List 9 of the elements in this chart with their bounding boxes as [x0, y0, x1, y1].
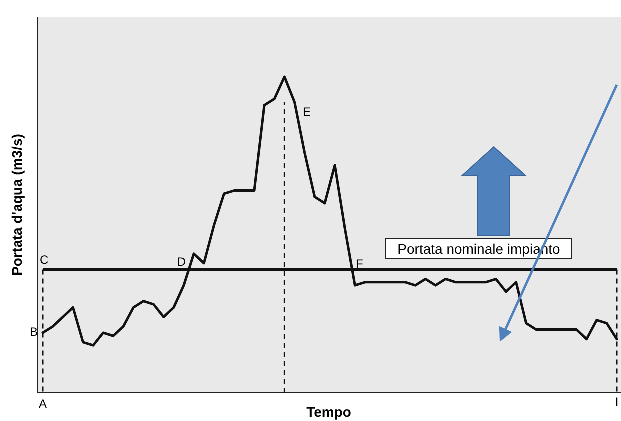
annotation: D [177, 255, 186, 269]
text: A [38, 397, 48, 411]
x-axis-title: Tempo [306, 404, 352, 420]
annotation: B [30, 325, 38, 339]
text: I [615, 395, 619, 409]
annotation: C [40, 253, 49, 267]
annotation: E [303, 105, 312, 119]
annotation: F [356, 257, 364, 271]
y-axis-title: Portata d'aqua (m3/s) [9, 134, 25, 276]
